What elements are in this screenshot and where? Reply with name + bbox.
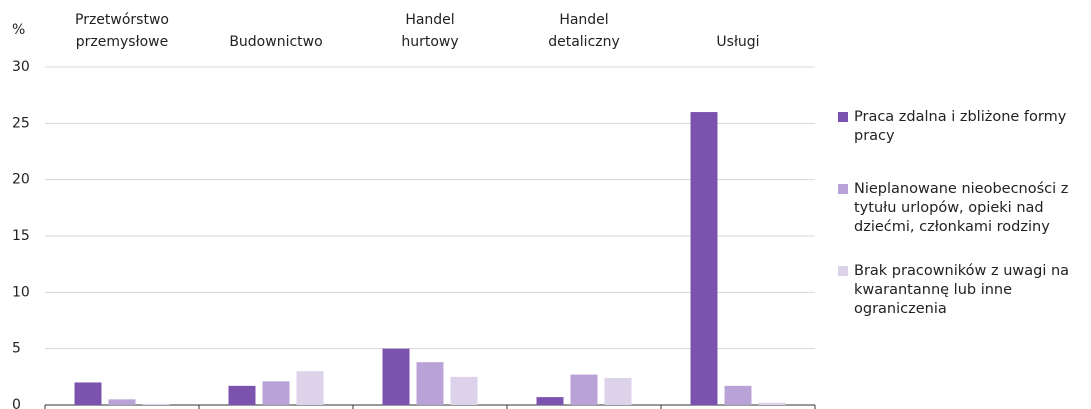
bar: [724, 385, 752, 405]
bar: [228, 385, 256, 405]
bar: [108, 399, 136, 405]
bar: [758, 402, 786, 405]
legend-label: Praca zdalna i zbliżone formy pracy: [854, 109, 1067, 144]
legend-item: Nieplanowane nieobecności z tytułu urlop…: [838, 180, 1083, 237]
y-tick-label: 10: [12, 284, 30, 300]
bar: [142, 403, 170, 405]
y-axis-label: %: [12, 22, 25, 38]
x-tick-label-line: Budownictwo: [229, 34, 322, 50]
x-tick-label-line: Handel: [405, 12, 454, 28]
bar: [74, 382, 102, 405]
y-tick-label: 20: [12, 172, 30, 188]
bar: [690, 112, 718, 406]
legend-item: Brak pracowników z uwagi na kwarantannę …: [838, 262, 1083, 319]
bar: [382, 348, 410, 405]
x-tick-label: Przetwórstwo przemysłowe: [75, 12, 169, 50]
legend-swatch: [838, 266, 848, 276]
bar: [536, 397, 564, 405]
legend-item: Praca zdalna i zbliżone formy pracy: [838, 108, 1083, 146]
y-tick-label: 30: [12, 59, 30, 75]
legend-swatch: [838, 184, 848, 194]
bar: [296, 371, 324, 405]
x-tick-label-line: detaliczny: [548, 34, 620, 50]
legend-label: Brak pracowników z uwagi na kwarantannę …: [854, 263, 1070, 317]
x-tick-label-line: Przetwórstwo: [75, 12, 169, 28]
x-tick-label-line: Usługi: [716, 34, 759, 50]
x-tick-label-line: przemysłowe: [76, 34, 168, 50]
x-tick-label: Handel detaliczny: [548, 12, 620, 50]
x-tick-label: Usługi: [716, 34, 759, 50]
bar: [262, 381, 290, 405]
bar: [416, 362, 444, 405]
y-tick-label: 15: [12, 228, 30, 244]
legend-label: Nieplanowane nieobecności z tytułu urlop…: [854, 181, 1069, 235]
x-tick-label: Budownictwo: [229, 34, 322, 50]
legend-swatch: [838, 112, 848, 122]
x-tick-label-line: hurtowy: [401, 34, 458, 50]
bar: [604, 377, 632, 405]
x-tick-label-line: Handel: [559, 12, 608, 28]
y-tick-label: 25: [12, 115, 30, 131]
bar: [450, 376, 478, 405]
y-tick-label: 5: [12, 341, 21, 357]
bar: [570, 374, 598, 405]
y-tick-label: 0: [12, 397, 21, 409]
x-tick-label: Handel hurtowy: [401, 12, 458, 50]
